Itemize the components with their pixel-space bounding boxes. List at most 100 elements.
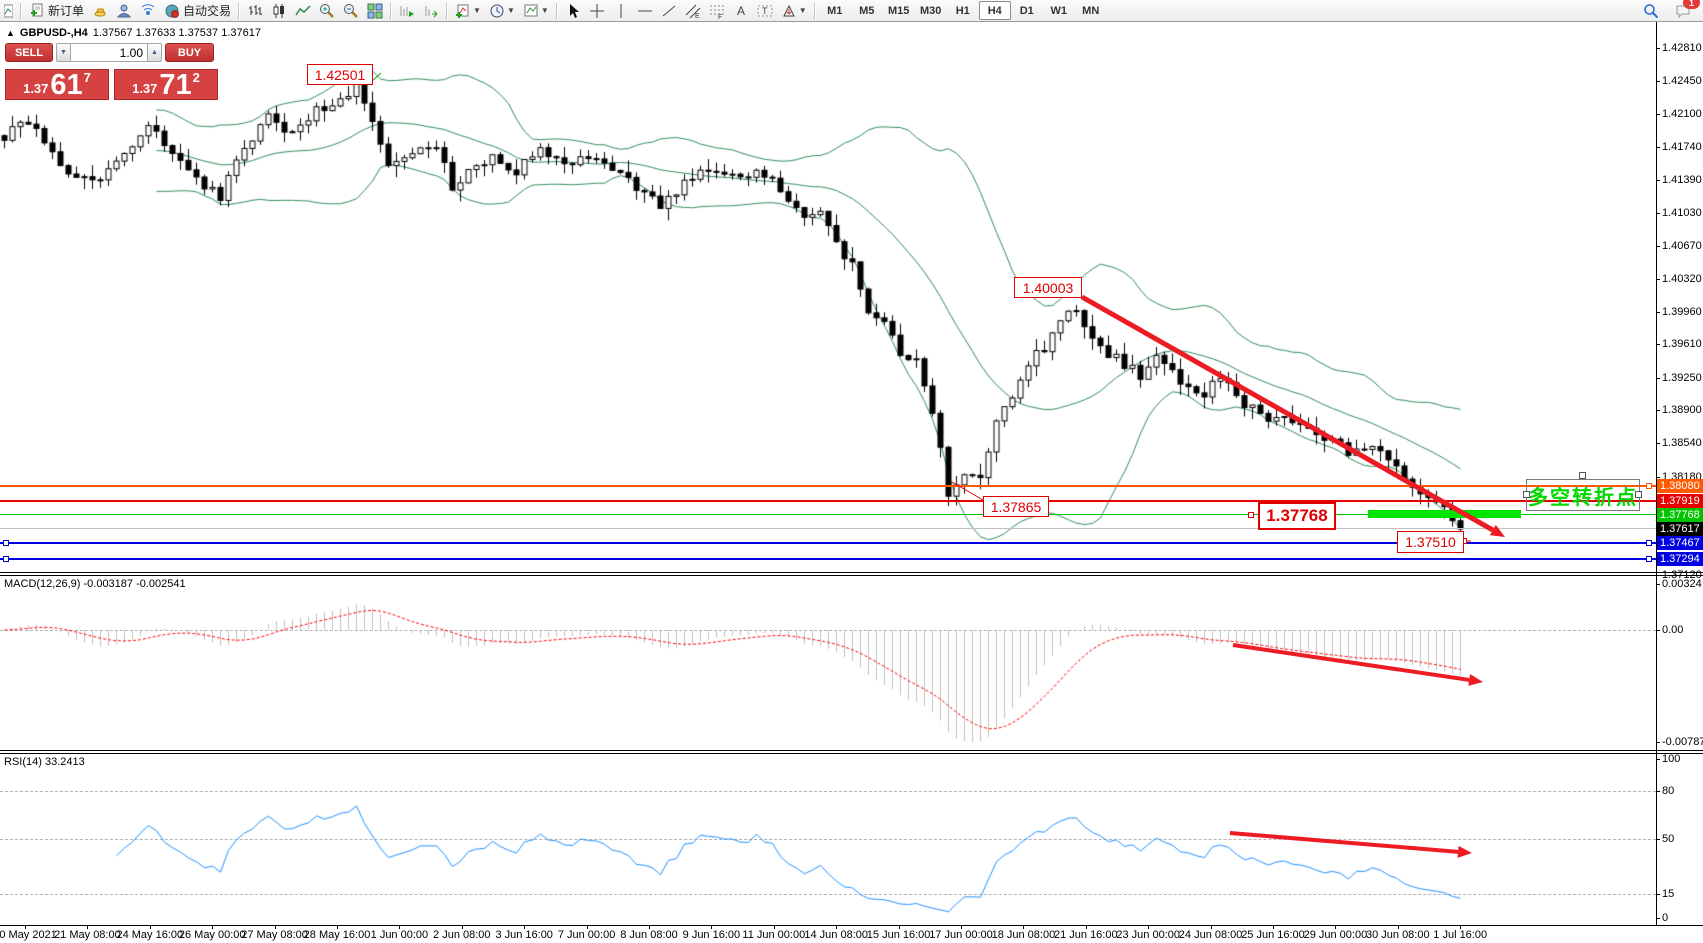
candle-chart-mode-button[interactable] — [267, 0, 291, 21]
price-tag-1.37768: 1.37768 — [1657, 507, 1703, 522]
collapse-triangle-icon[interactable]: ▲ — [6, 28, 15, 38]
trendline-tool-button[interactable] — [657, 0, 681, 21]
rsi-axis-label: 50 — [1662, 832, 1675, 845]
bid-line[interactable] — [0, 528, 1656, 530]
buy-price-prefix: 1.37 — [132, 81, 158, 96]
channel-tool-button[interactable]: E — [681, 0, 705, 21]
pane-separator[interactable] — [0, 575, 1703, 576]
sell-price-block[interactable]: 1.37 61 7 — [5, 69, 109, 100]
line-handle[interactable] — [1646, 556, 1652, 562]
time-tick — [961, 925, 962, 929]
hline-green[interactable] — [0, 514, 1656, 516]
hline-red[interactable] — [0, 500, 1656, 502]
search-button[interactable] — [1639, 0, 1663, 21]
timeframe-mn-button[interactable]: MN — [1082, 4, 1100, 17]
time-axis-border — [0, 925, 1703, 926]
zoom-out-button[interactable] — [339, 0, 363, 21]
price-label-137510[interactable]: 1.37510 — [1397, 531, 1464, 553]
auto-trading-button[interactable]: 自动交易 — [160, 0, 235, 21]
arrows-tool-dropdown-caret[interactable]: ▼ — [798, 6, 807, 15]
price-label-137768[interactable]: 1.37768 — [1258, 502, 1336, 530]
price-label-137865[interactable]: 1.37865 — [983, 496, 1049, 517]
timeframe-d1-button[interactable]: D1 — [1019, 4, 1034, 17]
note-selection-handle[interactable] — [1579, 472, 1586, 479]
toolbar-separator — [20, 2, 22, 19]
price-label-140003[interactable]: 1.40003 — [1014, 277, 1082, 298]
vline-tool-button[interactable] — [609, 0, 633, 21]
fibonacci-tool-button[interactable]: F — [705, 0, 729, 21]
volume-decrease-button[interactable]: ▼ — [56, 43, 71, 62]
rsi-axis-tick — [1656, 790, 1660, 792]
cursor-tool-button[interactable] — [561, 0, 585, 21]
templates-dropdown-caret[interactable]: ▼ — [540, 6, 549, 15]
line-handle[interactable] — [1646, 540, 1652, 546]
price-tag-1.37617: 1.37617 — [1657, 521, 1703, 536]
line-chart-mode-button[interactable] — [291, 0, 315, 21]
periods-button[interactable]: ▼ — [485, 0, 519, 21]
rsi-axis-label: 15 — [1662, 888, 1675, 901]
label-tool-button[interactable]: T — [753, 0, 777, 21]
timeframe-w1-button[interactable]: W1 — [1050, 4, 1067, 17]
hline-blue-2[interactable] — [0, 557, 1656, 560]
indicators-button[interactable]: ▼ — [451, 0, 485, 21]
experts-button[interactable] — [112, 0, 136, 21]
time-tick — [1210, 925, 1212, 929]
note-bull-bear-turning-point[interactable]: 多空转折点 — [1526, 479, 1640, 511]
buy-button[interactable]: BUY — [165, 43, 214, 62]
line-handle[interactable] — [1646, 483, 1652, 489]
new-order-icon — [29, 3, 45, 19]
chart-shift-button[interactable] — [419, 0, 443, 21]
deposit-button[interactable] — [88, 0, 112, 21]
price-tick — [1656, 113, 1660, 115]
timeframe-m5-button[interactable]: M5 — [859, 4, 875, 17]
note-selection-handle[interactable] — [1523, 491, 1530, 498]
buy-price-block[interactable]: 1.37 71 2 — [114, 69, 218, 100]
indicators-dropdown-caret[interactable]: ▼ — [473, 6, 481, 15]
timeframe-h4-button[interactable]: H4 — [978, 1, 1011, 20]
pane-separator[interactable] — [0, 750, 1703, 751]
price-tick-label: 1.38900 — [1662, 404, 1702, 417]
line-handle[interactable] — [3, 556, 9, 562]
macd-axis-label: 0.00 — [1662, 624, 1684, 636]
hline-orange[interactable] — [0, 485, 1656, 488]
zoom-in-icon — [319, 3, 335, 19]
time-tick — [773, 925, 775, 929]
auto-trading-label: 自动交易 — [183, 4, 232, 18]
text-tool-button[interactable]: A — [729, 0, 753, 21]
toolbar-separator — [390, 2, 393, 19]
timeframe-h1-button[interactable]: H1 — [955, 4, 970, 17]
hline-blue-1[interactable] — [0, 541, 1656, 544]
thick-green-segment[interactable] — [1368, 510, 1521, 519]
arrows-tool-button[interactable]: ▼ — [777, 0, 811, 21]
note-selection-handle[interactable] — [1635, 491, 1642, 498]
hline-tool-button[interactable] — [633, 0, 657, 21]
templates-icon — [523, 3, 539, 19]
buy-price-point: 2 — [192, 70, 200, 85]
auto-scroll-button[interactable] — [395, 0, 419, 21]
pane-separator[interactable] — [0, 572, 1703, 573]
signals-button[interactable] — [136, 0, 160, 21]
crosshair-tool-button[interactable] — [585, 0, 609, 21]
timeframe-m30-button[interactable]: M30 — [920, 4, 942, 17]
pane-separator[interactable] — [0, 753, 1703, 754]
line-handle[interactable] — [1248, 512, 1254, 518]
periods-dropdown-caret[interactable]: ▼ — [506, 6, 515, 15]
tile-windows-button[interactable] — [363, 0, 387, 21]
sell-button[interactable]: SELL — [5, 43, 53, 62]
new-order-button[interactable]: 新订单 — [25, 0, 88, 21]
price-label-142501[interactable]: 1.42501 — [307, 64, 373, 85]
rsi-axis-label: 80 — [1662, 784, 1675, 797]
notifications-button[interactable]: 1 — [1671, 0, 1700, 21]
zoom-in-button[interactable] — [315, 0, 339, 21]
line-handle[interactable] — [3, 540, 9, 546]
templates-button[interactable]: ▼ — [519, 0, 553, 21]
price-tag-1.38080: 1.38080 — [1657, 479, 1703, 494]
timeframe-m1-button[interactable]: M1 — [827, 4, 843, 17]
volume-increase-button[interactable]: ▲ — [147, 43, 162, 62]
time-label: 27 May 08:00 — [241, 929, 308, 941]
bar-chart-mode-button[interactable] — [243, 0, 267, 21]
volume-input[interactable] — [71, 43, 147, 62]
timeframe-m15-button[interactable]: M15 — [888, 4, 910, 17]
new-chart-button[interactable] — [0, 0, 17, 21]
